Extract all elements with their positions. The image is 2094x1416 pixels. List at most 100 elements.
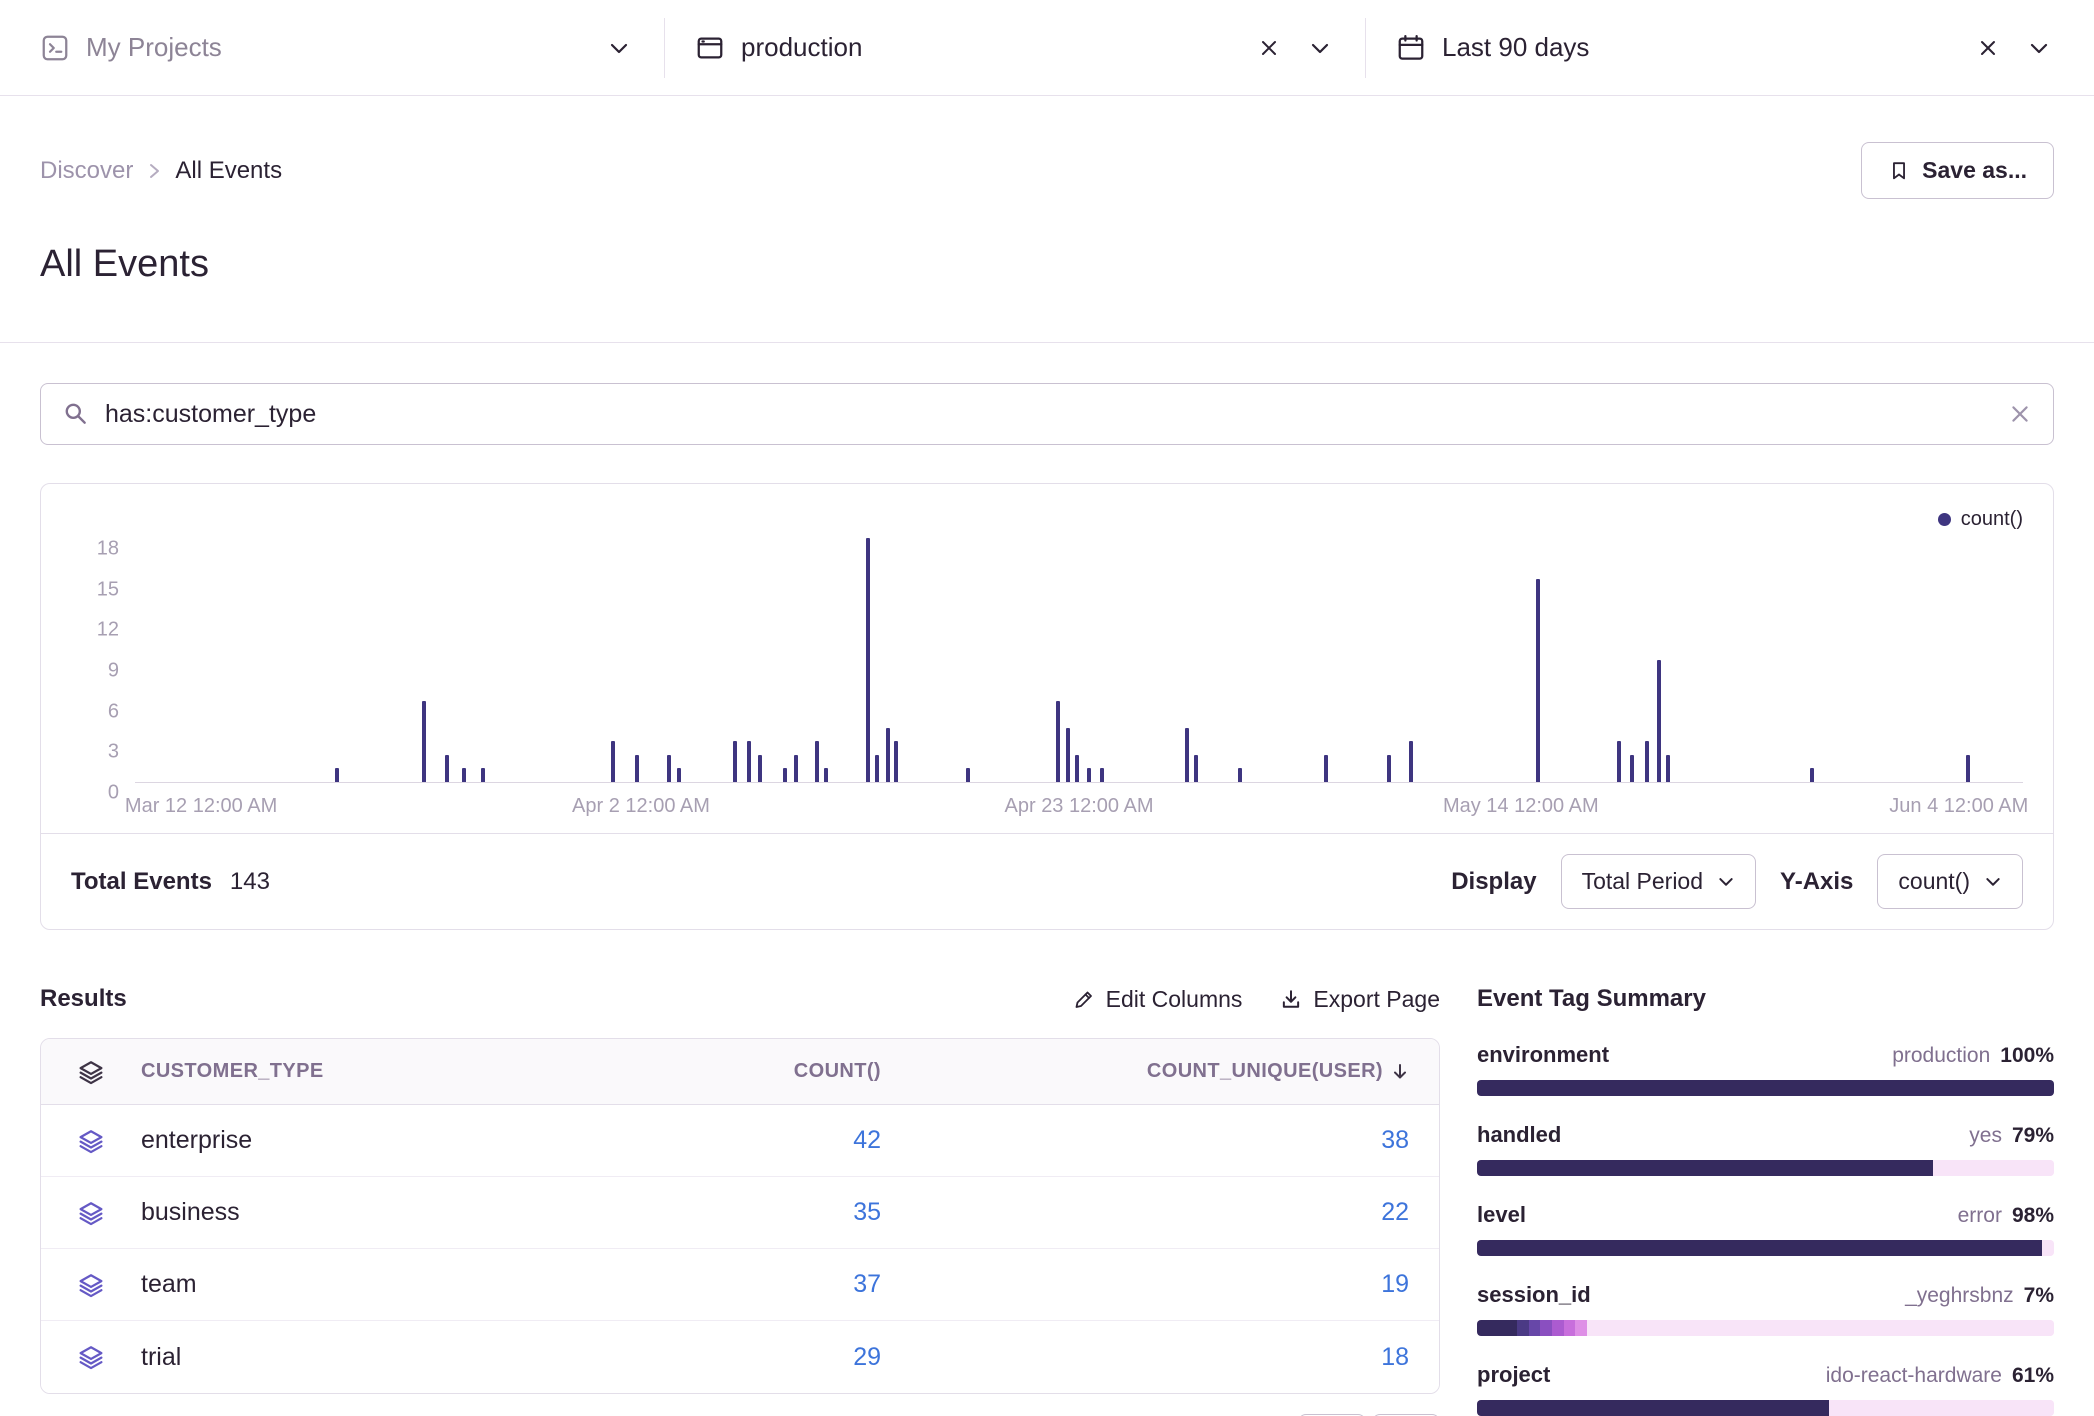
table-row[interactable]: enterprise 42 38 (41, 1105, 1439, 1177)
save-as-button[interactable]: Save as... (1861, 142, 2054, 199)
count-unique-cell[interactable]: 18 (885, 1343, 1439, 1372)
tag-bar-segment (1477, 1320, 1517, 1336)
chart-body: 0369121518 Mar 12 12:00 AMApr 2 12:00 AM… (41, 532, 2053, 833)
tag-item-handled: handled yes 79% (1477, 1122, 2054, 1176)
chart-bar (1645, 741, 1649, 782)
chart-bar (1630, 755, 1634, 782)
edit-columns-label: Edit Columns (1106, 986, 1243, 1013)
chart-bar (815, 741, 819, 782)
chart-bar (677, 768, 681, 782)
chart-bar (611, 741, 615, 782)
y-tick-label: 0 (108, 782, 119, 805)
download-icon (1280, 988, 1302, 1010)
tag-bar-segment (1477, 1400, 1829, 1416)
column-header-count-unique[interactable]: COUNT_UNIQUE(USER) (885, 1060, 1439, 1083)
chart-bar (1087, 768, 1091, 782)
search-bar[interactable] (40, 383, 2054, 445)
tag-percent: 79% (2012, 1124, 2054, 1148)
tag-distribution-bar (1477, 1240, 2054, 1256)
count-cell[interactable]: 29 (625, 1343, 885, 1372)
date-range-selector[interactable]: Last 90 days (1366, 0, 2054, 95)
project-selector[interactable]: My Projects (40, 0, 664, 95)
chevron-down-icon[interactable] (2024, 36, 2054, 60)
tag-item-level: level error 98% (1477, 1202, 2054, 1256)
column-header-count[interactable]: COUNT() (625, 1060, 885, 1083)
chart-bar (783, 768, 787, 782)
display-label: Display (1451, 868, 1536, 896)
environment-selector[interactable]: production (665, 0, 1365, 95)
table-row[interactable]: business 35 22 (41, 1177, 1439, 1249)
chart-bar (1536, 579, 1540, 782)
export-page-button[interactable]: Export Page (1280, 986, 1440, 1013)
customer-type-cell: team (141, 1270, 625, 1299)
search-input[interactable] (105, 400, 1993, 429)
count-unique-cell[interactable]: 19 (885, 1270, 1439, 1299)
clear-search-icon[interactable] (2009, 403, 2031, 425)
count-unique-cell[interactable]: 22 (885, 1198, 1439, 1227)
chart-bar (445, 755, 449, 782)
tag-distribution-bar (1477, 1400, 2054, 1416)
chart-bar (667, 755, 671, 782)
chart-bar (1810, 768, 1814, 782)
clear-date-range-icon[interactable] (1974, 34, 2002, 62)
breadcrumb-discover[interactable]: Discover (40, 157, 133, 185)
tag-summary-heading: Event Tag Summary (1477, 982, 2054, 1016)
tag-item-project: project ido-react-hardware 61% (1477, 1362, 2054, 1416)
tag-distribution-bar (1477, 1160, 2054, 1176)
breadcrumb: Discover All Events (40, 157, 282, 185)
x-tick-label: Jun 4 12:00 AM (1889, 795, 2028, 818)
tag-item-environment: environment production 100% (1477, 1042, 2054, 1096)
tag-distribution-bar (1477, 1320, 2054, 1336)
customer-type-cell: business (141, 1198, 625, 1227)
tag-top-value: error (1958, 1204, 2002, 1228)
pencil-icon (1073, 988, 1095, 1010)
chart-bar (1056, 701, 1060, 782)
chart-bar (1194, 755, 1198, 782)
tag-bar-segment (1587, 1320, 2054, 1336)
environment-selector-label: production (741, 32, 862, 63)
chart-bar (866, 538, 870, 782)
table-row[interactable]: team 37 19 (41, 1249, 1439, 1321)
chart-bar (481, 768, 485, 782)
stack-icon (41, 1272, 141, 1298)
tag-bar-segment (1564, 1320, 1576, 1336)
results-heading: Results (40, 985, 127, 1013)
count-cell[interactable]: 37 (625, 1270, 885, 1299)
tag-bar-segment (2042, 1240, 2054, 1256)
chart-bar (794, 755, 798, 782)
chart-plot[interactable]: 0369121518 (135, 538, 2023, 783)
table-header-row: CUSTOMER_TYPE COUNT() COUNT_UNIQUE(USER) (41, 1039, 1439, 1105)
chart-bar (335, 768, 339, 782)
count-unique-cell[interactable]: 38 (885, 1126, 1439, 1155)
chevron-down-icon[interactable] (1305, 36, 1335, 60)
column-header-customer-type[interactable]: CUSTOMER_TYPE (141, 1060, 625, 1083)
chart-bar (462, 768, 466, 782)
count-cell[interactable]: 35 (625, 1198, 885, 1227)
table-row[interactable]: trial 29 18 (41, 1321, 1439, 1393)
chart-bar (1075, 755, 1079, 782)
display-dropdown[interactable]: Total Period (1561, 854, 1756, 909)
chart-bar (422, 701, 426, 782)
page-title: All Events (40, 243, 2054, 286)
tag-bar-segment (1517, 1320, 1529, 1336)
chart-bar (733, 741, 737, 782)
edit-columns-button[interactable]: Edit Columns (1073, 986, 1243, 1013)
tag-distribution-bar (1477, 1080, 2054, 1096)
yaxis-label: Y-Axis (1780, 868, 1853, 896)
chevron-down-icon[interactable] (604, 36, 634, 60)
sort-desc-icon (1391, 1062, 1409, 1082)
y-tick-label: 3 (108, 741, 119, 764)
chart-bar (1324, 755, 1328, 782)
clear-environment-icon[interactable] (1255, 34, 1283, 62)
y-tick-label: 12 (97, 619, 119, 642)
yaxis-dropdown[interactable]: count() (1877, 854, 2023, 909)
count-cell[interactable]: 42 (625, 1126, 885, 1155)
stack-icon (41, 1059, 141, 1085)
chart-bar (894, 741, 898, 782)
display-dropdown-value: Total Period (1582, 868, 1703, 895)
chart-bar (1666, 755, 1670, 782)
chart-footer: Total Events 143 Display Total Period Y-… (41, 833, 2053, 929)
tag-bar-segment (1477, 1080, 2054, 1096)
chart-bar (1387, 755, 1391, 782)
legend-label: count() (1961, 508, 2023, 531)
